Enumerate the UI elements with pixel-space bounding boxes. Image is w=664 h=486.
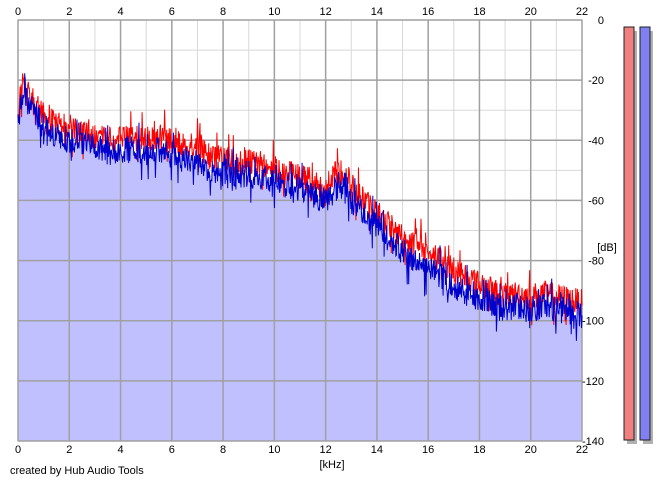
y-tick-label: 0 (598, 15, 604, 27)
x-tick-label-bottom: 12 (320, 444, 332, 456)
x-tick-label-bottom: 22 (576, 444, 588, 456)
level-meter-2 (639, 26, 651, 441)
y-tick-label: -80 (588, 256, 604, 268)
x-tick-label-top: 22 (576, 6, 588, 18)
x-tick-label-top: 20 (525, 6, 537, 18)
x-tick-label-bottom: 16 (422, 444, 434, 456)
y-tick-label: -140 (582, 436, 604, 448)
x-tick-label-bottom: 2 (66, 444, 72, 456)
x-tick-label-top: 18 (473, 6, 485, 18)
level-meters (623, 26, 653, 444)
x-tick-label-bottom: 6 (169, 444, 175, 456)
x-tick-label-bottom: 0 (15, 444, 21, 456)
x-tick-label-bottom: 14 (371, 444, 383, 456)
spectrum-fill (18, 73, 582, 442)
x-tick-label-bottom: 10 (268, 444, 280, 456)
x-tick-label-top: 0 (15, 6, 21, 18)
level-meter-1 (623, 26, 635, 441)
x-tick-label-top: 2 (66, 6, 72, 18)
x-tick-label-bottom: 18 (473, 444, 485, 456)
spectrum-lines (17, 73, 583, 341)
y-axis-ticks: 0 -20 -40 -60 -80 -100 -120 -140 (582, 15, 604, 448)
x-tick-label-bottom: 8 (220, 444, 226, 456)
footer-credit: created by Hub Audio Tools (10, 465, 144, 477)
x-tick-label-top: 4 (117, 6, 123, 18)
x-tick-label-bottom: 20 (525, 444, 537, 456)
y-tick-label: -60 (588, 195, 604, 207)
x-tick-label-top: 12 (320, 6, 332, 18)
x-tick-label-bottom: 4 (117, 444, 123, 456)
y-tick-label: -100 (582, 316, 604, 328)
x-tick-label-top: 14 (371, 6, 383, 18)
x-axis-top-ticks: 0 2 4 6 8 10 12 14 16 18 20 22 (15, 6, 588, 18)
grid-major (17, 19, 583, 442)
x-tick-label-top: 6 (169, 6, 175, 18)
x-tick-label-top: 10 (268, 6, 280, 18)
y-tick-label: -40 (588, 135, 604, 147)
y-axis-unit-label: [dB] (597, 242, 617, 254)
x-tick-label-top: 8 (220, 6, 226, 18)
y-tick-label: -20 (588, 75, 604, 87)
x-axis-bottom-ticks: 0 2 4 6 8 10 12 14 16 18 20 22 (15, 444, 588, 456)
series-1-line (17, 73, 583, 341)
series-1-area (18, 73, 582, 442)
x-axis-unit-label: [kHz] (319, 459, 344, 471)
y-tick-label: -120 (582, 376, 604, 388)
x-tick-label-top: 16 (422, 6, 434, 18)
